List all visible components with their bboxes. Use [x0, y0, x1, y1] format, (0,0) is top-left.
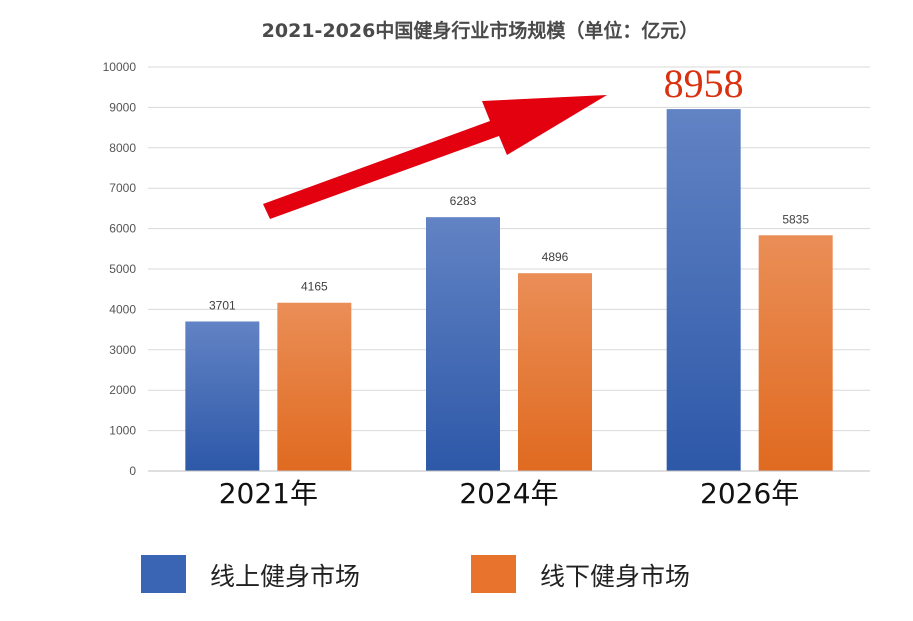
y-tick-label: 9000 [109, 100, 136, 114]
data-label: 4896 [542, 250, 569, 264]
bar-online [185, 321, 260, 471]
bar-offline [277, 302, 352, 471]
y-tick-label: 10000 [103, 60, 137, 74]
legend-label: 线下健身市场 [540, 562, 690, 591]
legend-label: 线上健身市场 [210, 562, 360, 591]
data-label: 5835 [782, 212, 809, 226]
y-tick-label: 5000 [109, 262, 136, 276]
bar-online [426, 217, 500, 471]
x-axis: 2021年 2024年 2026年 [148, 470, 870, 510]
data-labels: 3701 4165 6283 4896 8958 5835 [209, 61, 809, 312]
bar-offline [518, 273, 592, 471]
trend-arrow [263, 95, 607, 219]
y-tick-label: 7000 [109, 181, 136, 195]
bars [185, 109, 833, 471]
legend-swatch [141, 555, 186, 593]
x-category-label: 2024年 [459, 477, 558, 510]
y-axis: 0 1000 2000 3000 4000 5000 6000 7000 8000 9000 100… [103, 60, 137, 478]
x-category-label: 2026年 [700, 477, 799, 510]
y-tick-label: 3000 [109, 343, 136, 357]
y-tick-label: 4000 [109, 302, 136, 316]
data-label: 6283 [450, 194, 477, 208]
x-category-label: 2021年 [219, 477, 318, 510]
legend: 线上健身市场 线下健身市场 [141, 555, 690, 593]
highlight-value-label: 8958 [664, 61, 744, 106]
y-tick-label: 0 [129, 464, 136, 478]
bar-offline [758, 235, 833, 471]
y-tick-label: 1000 [109, 424, 136, 438]
legend-swatch [471, 555, 516, 593]
data-label: 3701 [209, 298, 236, 312]
y-tick-label: 2000 [109, 383, 136, 397]
chart-title: 2021-2026中国健身行业市场规模（单位：亿元） [262, 19, 699, 42]
bar-online [666, 109, 741, 471]
y-tick-label: 6000 [109, 222, 136, 236]
data-label: 4165 [301, 280, 328, 294]
y-tick-label: 8000 [109, 141, 136, 155]
